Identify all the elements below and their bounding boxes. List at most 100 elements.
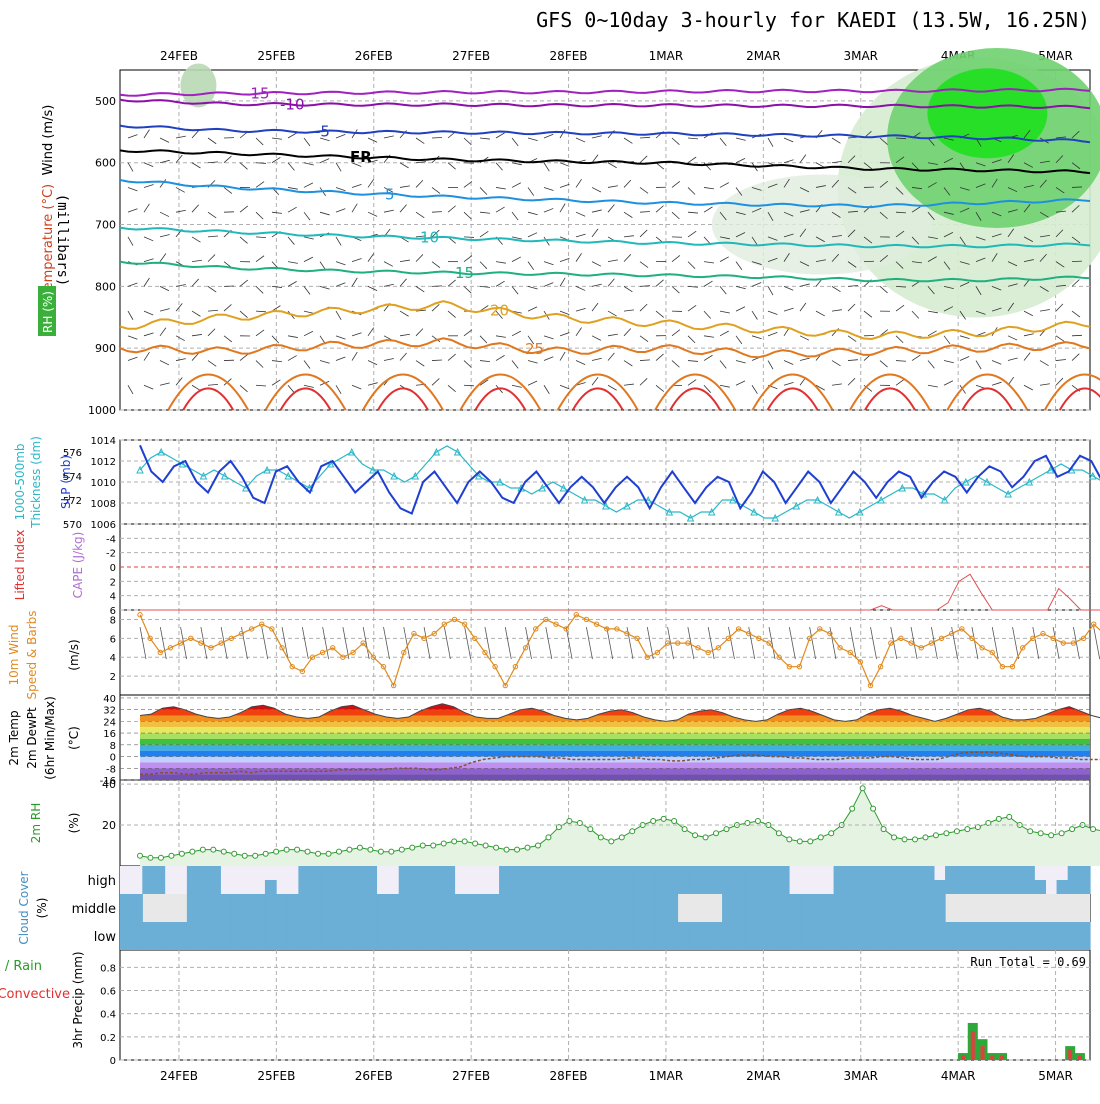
warm-contour: [266, 374, 346, 410]
rh-marker: [452, 839, 457, 844]
cloud-cell: [867, 894, 879, 922]
temp-band: [120, 727, 1090, 733]
cloud-cell: [488, 922, 500, 950]
cloud-cell: [622, 894, 634, 922]
slp-tick: 1010: [91, 478, 116, 489]
wind-barb: [128, 135, 137, 138]
cloud-cell: [220, 894, 232, 922]
cloud-cell: [265, 922, 277, 950]
wind-barb: [160, 309, 170, 311]
cloud-cell: [432, 922, 444, 950]
wind-barb: [1040, 310, 1050, 312]
wind-barb: [336, 209, 345, 213]
wind-barb: [464, 286, 471, 293]
wind-barb: [432, 137, 442, 138]
wind-barb: [192, 131, 199, 138]
wind-barb: [528, 381, 537, 385]
wind-barb: [752, 282, 761, 286]
wind-barb: [592, 303, 598, 311]
wind-barb: [512, 361, 518, 369]
lifted-tick: -4: [106, 534, 116, 545]
contour-label: -10: [280, 95, 305, 113]
wind-barb: [688, 157, 696, 163]
temp-tick: 24: [103, 717, 116, 728]
rh-marker: [200, 847, 205, 852]
wind-barb: [1072, 187, 1082, 188]
wind-barb: [224, 336, 232, 342]
wind-barb: [128, 209, 137, 212]
wind-barb: [480, 187, 487, 194]
wind-barb: [208, 286, 216, 292]
wind-barb: [352, 204, 357, 212]
cloud-cell: [689, 922, 701, 950]
wind-tick: 2: [110, 672, 116, 683]
cloud-cell: [533, 894, 545, 922]
cloud-cell: [566, 922, 578, 950]
cloud-cell: [153, 866, 165, 894]
wind-barb: [128, 187, 137, 190]
wind-barb: [256, 311, 266, 312]
cloud-cell: [187, 922, 199, 950]
wind-barb: [496, 163, 503, 171]
hot-contour: [281, 388, 331, 410]
rh-marker: [494, 845, 499, 850]
rh-marker: [682, 827, 687, 832]
wind-barb: [336, 187, 345, 190]
wind-barb: [384, 262, 393, 267]
cloud-cell: [332, 922, 344, 950]
wind-barb: [432, 187, 440, 193]
rh-marker: [336, 849, 341, 854]
wind-barb: [656, 354, 664, 361]
cloud-cell: [499, 866, 511, 894]
precip-convective-bar: [981, 1046, 985, 1060]
wind-barb: [720, 361, 726, 369]
wind-barb: [320, 159, 329, 163]
wind-barb: [256, 330, 264, 336]
cloud-cell: [265, 894, 277, 922]
lifted-tick: 0: [110, 563, 116, 574]
cloud-cell: [421, 894, 433, 922]
cloud-cell: [209, 894, 221, 922]
wind-barb: [336, 163, 341, 172]
cloud-cell: [332, 894, 344, 922]
cloud-cell: [443, 894, 455, 922]
rh-marker: [1049, 833, 1054, 838]
rh-marker: [724, 827, 729, 832]
cloud-cell: [533, 866, 545, 894]
wind-barb: [560, 385, 569, 389]
wind-barb: [640, 378, 647, 385]
wind-barb: [224, 156, 231, 163]
rh-marker: [305, 849, 310, 854]
wind-barb: [688, 212, 698, 213]
cloud-cell: [521, 894, 533, 922]
wind-barb: [704, 355, 712, 360]
wind-barb: [144, 185, 154, 188]
wind-barb: [512, 212, 518, 220]
wind-barb: [480, 231, 488, 237]
wind-barb: [160, 212, 169, 216]
wind-barb: [688, 380, 696, 386]
wind-barb: [800, 303, 806, 311]
cloud-cell: [220, 922, 232, 950]
rh-marker: [808, 839, 813, 844]
wind-barb: [544, 283, 553, 287]
cloud-cell: [655, 866, 667, 894]
precip-conv-label: Convective: [0, 987, 70, 1002]
thickness-label-1: 1000-500mb: [13, 443, 27, 520]
wind-barb: [176, 136, 186, 138]
precip-tick: 0.4: [100, 1010, 116, 1021]
cape-line: [140, 574, 1100, 610]
cloud-cell: [856, 866, 868, 894]
wind-barb: [176, 187, 185, 192]
wind-barb: [656, 163, 664, 169]
cloud-cell: [756, 866, 768, 894]
rh-marker: [431, 843, 436, 848]
cloud-cell: [399, 894, 411, 922]
cloud-cell: [767, 894, 779, 922]
temp-unit: (°C): [67, 726, 81, 750]
wind-barb: [704, 187, 714, 188]
cloud-cell: [276, 922, 288, 950]
rh-marker: [850, 806, 855, 811]
wind-barb: [784, 382, 794, 385]
